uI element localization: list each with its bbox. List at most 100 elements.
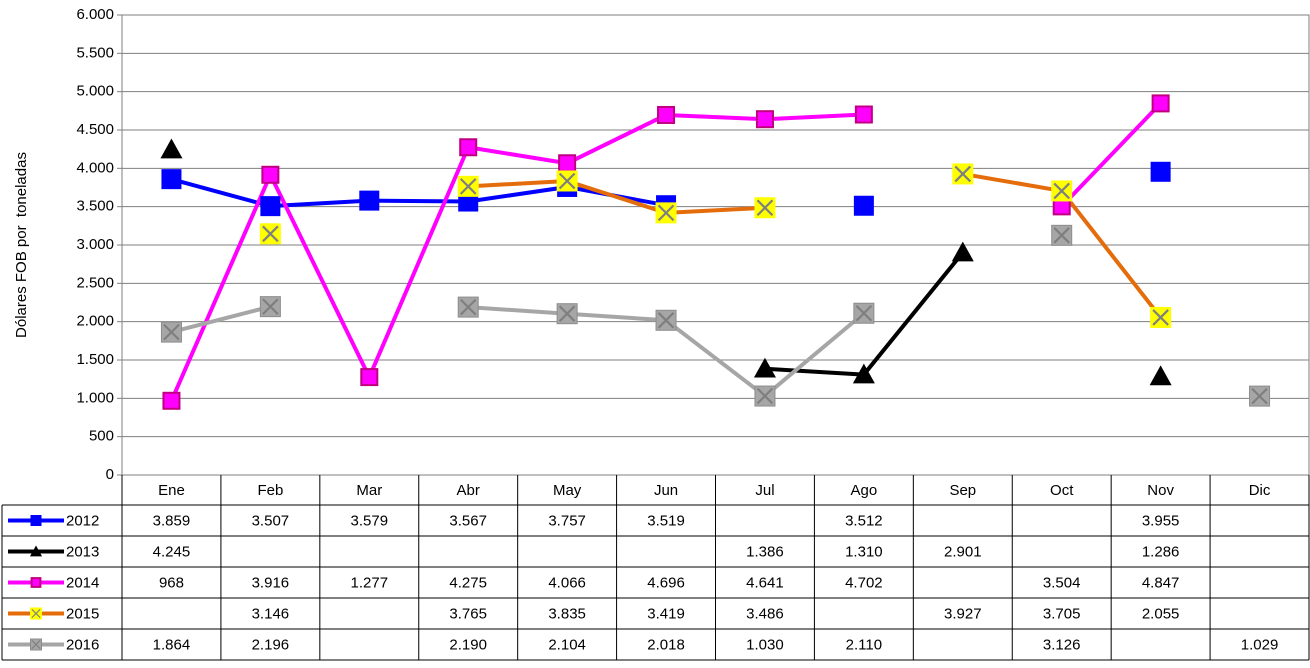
series-line — [765, 253, 1161, 377]
table-value: 4.245 — [153, 543, 191, 560]
marker-x — [657, 312, 675, 329]
marker — [1149, 365, 1172, 386]
table-value: 3.927 — [944, 605, 982, 622]
table-value: 2.196 — [252, 636, 290, 653]
marker — [1051, 180, 1073, 202]
marker — [360, 368, 379, 387]
table-value: 3.504 — [1043, 574, 1081, 591]
marker — [457, 175, 479, 197]
table-value: 3.419 — [647, 605, 685, 622]
marker — [754, 385, 776, 407]
marker — [556, 303, 578, 325]
marker-body — [852, 363, 875, 384]
marker-body — [755, 110, 774, 129]
legend-label: 2012 — [66, 512, 99, 529]
marker — [853, 195, 874, 216]
marker — [952, 163, 974, 185]
x-tick-label: Nov — [1147, 482, 1174, 499]
marker — [30, 638, 42, 651]
table-value: 3.579 — [351, 512, 389, 529]
table-value: 3.765 — [449, 605, 487, 622]
marker-body — [359, 190, 380, 211]
marker — [1151, 94, 1170, 113]
marker — [1150, 161, 1171, 182]
table-value: 4.696 — [647, 574, 685, 591]
marker — [459, 138, 478, 157]
marker — [160, 138, 183, 159]
y-tick-label: 2.000 — [76, 313, 114, 330]
x-tick-label: Oct — [1050, 482, 1074, 499]
table-value: 2.190 — [449, 636, 487, 653]
y-tick-label: 6.000 — [76, 6, 114, 23]
x-tick-label: Ago — [851, 482, 878, 499]
y-axis-title: Dólares FOB por toneladas — [13, 152, 30, 338]
x-tick-label: May — [553, 482, 582, 499]
table-value: 3.757 — [548, 512, 586, 529]
table-value: 1.386 — [746, 543, 784, 560]
table-value: 3.835 — [548, 605, 586, 622]
legend-label: 2015 — [66, 605, 99, 622]
x-tick-label: Dic — [1249, 482, 1271, 499]
marker — [754, 197, 776, 219]
y-tick-label: 2.500 — [76, 274, 114, 291]
marker-body — [459, 138, 478, 157]
marker-body — [951, 241, 974, 262]
marker-body — [260, 196, 281, 217]
marker — [655, 202, 677, 224]
x-tick-label: Jul — [755, 482, 774, 499]
marker-body — [261, 165, 280, 184]
marker-body — [1150, 161, 1171, 182]
marker — [30, 607, 42, 620]
x-tick-label: Mar — [356, 482, 382, 499]
legend-label: 2016 — [66, 636, 99, 653]
table-value: 4.275 — [449, 574, 487, 591]
table-value: 2.901 — [944, 543, 982, 560]
marker — [854, 105, 873, 124]
table-value: 4.641 — [746, 574, 784, 591]
marker — [161, 169, 182, 190]
marker — [162, 391, 181, 410]
marker-x — [1251, 387, 1268, 405]
marker — [655, 309, 677, 331]
marker-body — [29, 545, 43, 557]
marker — [1051, 224, 1073, 246]
x-tick-label: Jun — [654, 482, 678, 499]
marker — [259, 223, 281, 245]
marker-x — [1053, 182, 1070, 200]
marker — [853, 302, 875, 324]
table-value: 2.110 — [846, 636, 882, 653]
data-table: Ene Feb Mar Abr May Jun Jul Ago Sep Oct Nov Dic 2012… — [1, 475, 1310, 661]
marker-body — [853, 195, 874, 216]
marker-x — [657, 204, 675, 222]
y-tick-label: 1.000 — [76, 389, 114, 406]
table-value: 3.486 — [746, 605, 784, 622]
y-tick-label: 3.500 — [76, 198, 114, 215]
marker-body — [30, 515, 42, 526]
marker-body — [360, 368, 379, 387]
marker — [852, 363, 875, 384]
table-value: 3.859 — [153, 512, 191, 529]
y-tick-label: 3.000 — [76, 236, 114, 253]
marker-body — [1149, 365, 1172, 386]
y-tick-label: 1.500 — [76, 351, 114, 368]
marker-body — [1151, 94, 1170, 113]
y-tick-label: 4.500 — [76, 121, 114, 138]
table-value: 2.104 — [548, 636, 586, 653]
marker-body — [30, 577, 42, 588]
marker — [30, 577, 42, 588]
table-value: 1.029 — [1241, 636, 1279, 653]
x-tick-label: Abr — [457, 482, 480, 499]
marker — [753, 357, 776, 378]
marker — [457, 296, 479, 318]
marker-x — [163, 323, 180, 341]
marker-body — [558, 154, 577, 173]
y-tick-label: 4.000 — [76, 159, 114, 176]
marker-x — [459, 178, 477, 195]
marker — [951, 241, 974, 262]
marker — [558, 154, 577, 173]
legend-entry: 2015 — [8, 605, 99, 622]
marker-x — [954, 165, 972, 183]
marker-body — [854, 105, 873, 124]
table-value: 3.705 — [1043, 605, 1081, 622]
